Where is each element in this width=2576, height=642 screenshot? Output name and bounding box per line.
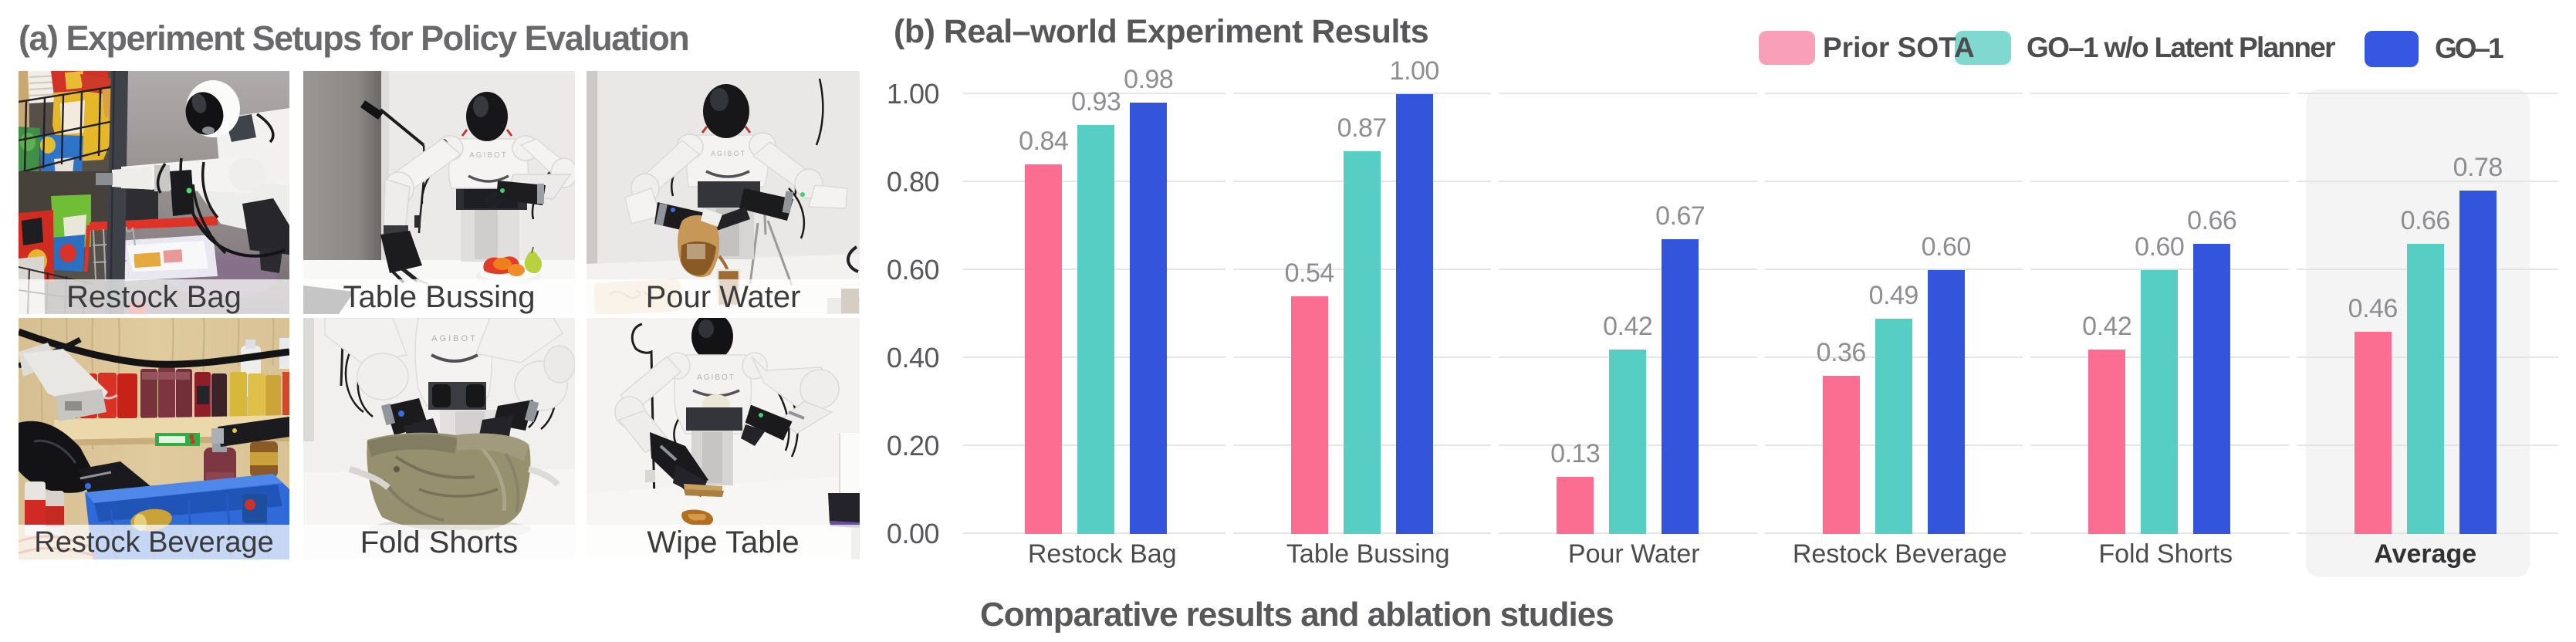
svg-text:AGIBOT: AGIBOT [469, 151, 508, 160]
svg-text:AGIBOT: AGIBOT [431, 334, 478, 343]
svg-text:AGIBOT: AGIBOT [697, 373, 735, 382]
svg-text:AGIBOT: AGIBOT [711, 150, 746, 157]
